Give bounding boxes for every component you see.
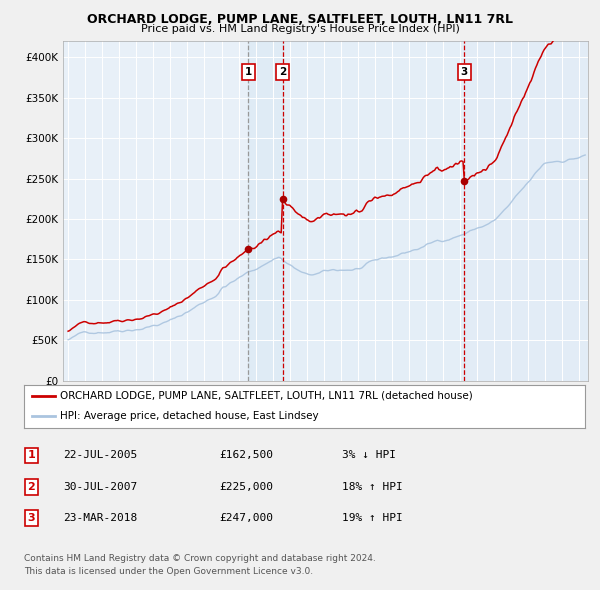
- Text: 2: 2: [28, 482, 35, 491]
- Text: 3: 3: [28, 513, 35, 523]
- Bar: [248, 41, 283, 381]
- Text: 30-JUL-2007: 30-JUL-2007: [63, 482, 137, 491]
- Text: 23-MAR-2018: 23-MAR-2018: [63, 513, 137, 523]
- Text: Price paid vs. HM Land Registry's House Price Index (HPI): Price paid vs. HM Land Registry's House …: [140, 24, 460, 34]
- Text: 3: 3: [460, 67, 468, 77]
- Bar: [464, 41, 596, 381]
- Bar: [283, 41, 464, 381]
- Text: £247,000: £247,000: [219, 513, 273, 523]
- Text: £162,500: £162,500: [219, 451, 273, 460]
- Text: 19% ↑ HPI: 19% ↑ HPI: [342, 513, 403, 523]
- Text: Contains HM Land Registry data © Crown copyright and database right 2024.
This d: Contains HM Land Registry data © Crown c…: [24, 555, 376, 576]
- Text: 2: 2: [279, 67, 286, 77]
- Text: 1: 1: [244, 67, 252, 77]
- Text: 22-JUL-2005: 22-JUL-2005: [63, 451, 137, 460]
- Text: ORCHARD LODGE, PUMP LANE, SALTFLEET, LOUTH, LN11 7RL: ORCHARD LODGE, PUMP LANE, SALTFLEET, LOU…: [87, 13, 513, 26]
- Text: £225,000: £225,000: [219, 482, 273, 491]
- Text: 18% ↑ HPI: 18% ↑ HPI: [342, 482, 403, 491]
- Text: HPI: Average price, detached house, East Lindsey: HPI: Average price, detached house, East…: [61, 411, 319, 421]
- Text: ORCHARD LODGE, PUMP LANE, SALTFLEET, LOUTH, LN11 7RL (detached house): ORCHARD LODGE, PUMP LANE, SALTFLEET, LOU…: [61, 391, 473, 401]
- Text: 1: 1: [28, 451, 35, 460]
- Text: 3% ↓ HPI: 3% ↓ HPI: [342, 451, 396, 460]
